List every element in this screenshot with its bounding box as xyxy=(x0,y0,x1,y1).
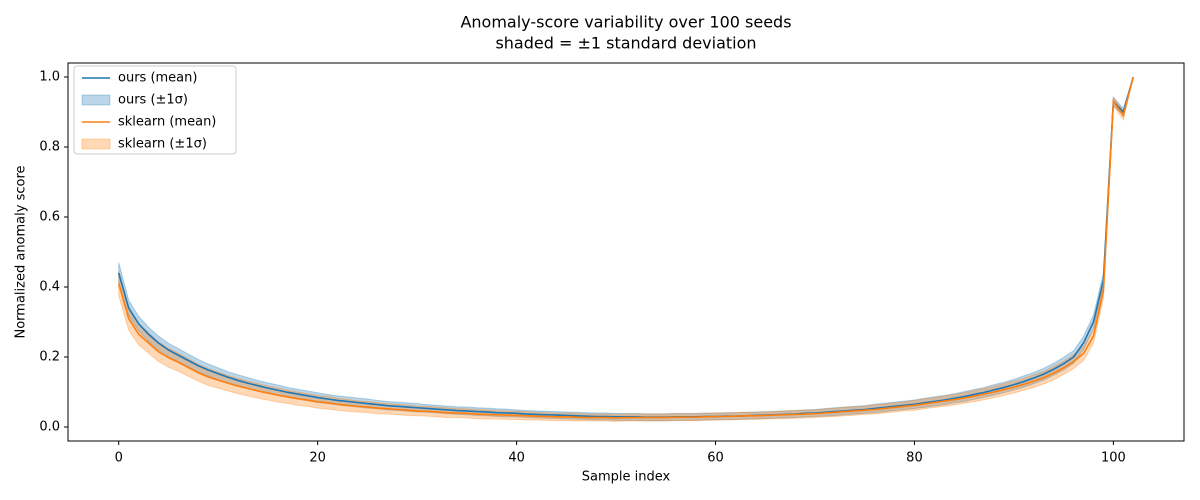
x-axis-label: Sample index xyxy=(582,470,671,485)
x-tick-label: 80 xyxy=(906,451,923,466)
y-tick-label: 0.6 xyxy=(39,210,60,225)
x-tick-label: 60 xyxy=(707,451,724,466)
legend-swatch xyxy=(81,94,111,106)
y-axis-label: Normalized anomaly score xyxy=(14,165,29,338)
legend-swatch xyxy=(81,138,111,150)
x-tick-label: 0 xyxy=(115,451,123,466)
y-tick-label: 0.4 xyxy=(39,280,60,295)
mean-line xyxy=(117,76,1135,419)
legend-label: sklearn (mean) xyxy=(118,115,216,130)
y-tick-label: 0.0 xyxy=(39,420,60,435)
y-tick-label: 1.0 xyxy=(39,70,60,85)
legend-label: ours (±1σ) xyxy=(118,93,188,108)
y-tick-label: 0.8 xyxy=(39,140,60,155)
legend-box xyxy=(73,65,237,155)
x-tick-label: 20 xyxy=(309,451,326,466)
chart-title: Anomaly-score variability over 100 seeds xyxy=(460,13,791,32)
legend-label: ours (mean) xyxy=(118,71,197,86)
legend-label: sklearn (±1σ) xyxy=(118,137,207,152)
x-tick-label: 100 xyxy=(1101,451,1126,466)
plot-frame xyxy=(67,62,1185,442)
y-tick-label: 0.2 xyxy=(39,350,60,365)
x-tick-label: 40 xyxy=(508,451,525,466)
chart-subtitle: shaded = ±1 standard deviation xyxy=(495,34,756,53)
